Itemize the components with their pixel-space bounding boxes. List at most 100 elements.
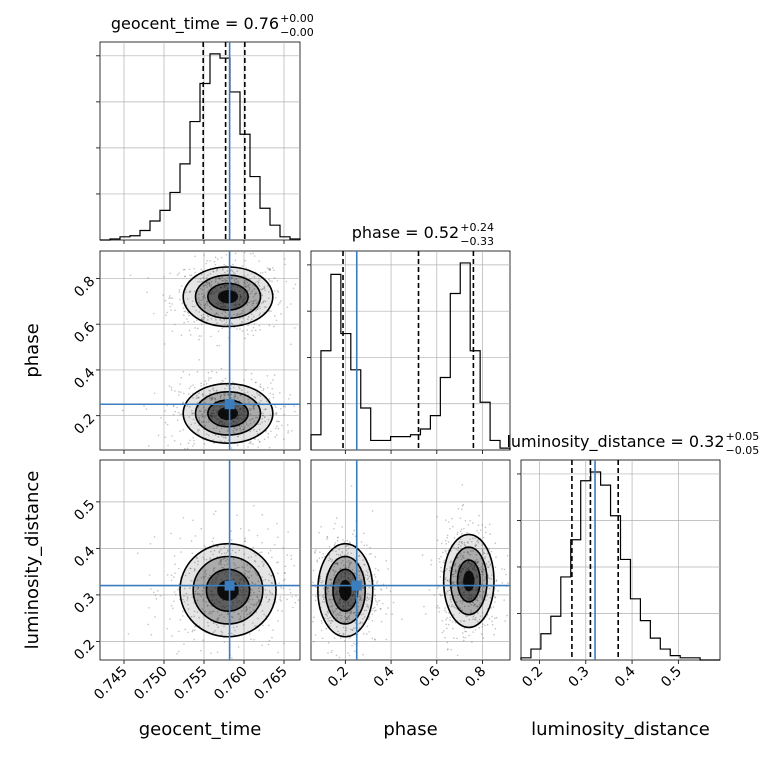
sample-point <box>238 399 241 402</box>
sample-point <box>234 281 236 284</box>
sample-point <box>214 587 217 589</box>
sample-point <box>249 308 252 311</box>
pair-panel-geocent_time-phase <box>99 250 301 451</box>
sample-point <box>367 606 370 609</box>
sample-point <box>445 611 448 614</box>
sample-point <box>497 590 499 592</box>
sample-point <box>121 409 124 412</box>
sample-point <box>166 574 169 576</box>
sample-point <box>218 551 220 554</box>
sample-point <box>166 423 169 426</box>
sample-point <box>315 549 317 551</box>
sample-point <box>216 289 218 292</box>
sample-point <box>209 292 211 295</box>
injection-marker <box>351 580 362 591</box>
sample-point <box>257 600 260 603</box>
sample-point <box>461 632 464 634</box>
sample-point <box>339 598 341 601</box>
sample-point <box>368 553 371 556</box>
sample-point <box>238 408 241 411</box>
sample-point <box>247 316 250 318</box>
sample-point <box>247 333 249 336</box>
sample-point <box>223 616 225 618</box>
sample-point <box>148 606 150 609</box>
sample-point <box>157 434 160 437</box>
sample-point <box>282 405 285 408</box>
sample-point <box>212 427 215 430</box>
sample-point <box>318 557 321 559</box>
sample-point <box>187 631 189 634</box>
sample-point <box>205 411 208 414</box>
density-contour <box>339 579 352 601</box>
sample-point <box>480 501 483 503</box>
sample-point <box>367 605 369 607</box>
sample-point <box>234 417 237 420</box>
sample-point <box>212 409 215 411</box>
sample-point <box>442 551 444 554</box>
sample-point <box>225 284 228 287</box>
sample-point <box>210 415 213 418</box>
sample-point <box>284 572 286 574</box>
sample-point <box>280 586 282 589</box>
sample-point <box>256 596 259 599</box>
sample-point <box>342 605 344 607</box>
sample-point <box>191 596 193 598</box>
sample-point <box>288 397 290 400</box>
sample-point <box>253 421 256 423</box>
sample-point <box>232 626 235 629</box>
sample-point <box>244 259 247 262</box>
sample-point <box>200 268 203 271</box>
sample-point <box>205 382 208 385</box>
sample-point <box>231 270 234 273</box>
sample-point <box>258 401 261 404</box>
sample-point <box>312 569 315 572</box>
sample-point <box>273 277 276 279</box>
sample-point <box>273 269 275 271</box>
sample-point <box>222 393 225 396</box>
sample-point <box>216 618 218 620</box>
sample-point <box>216 545 219 548</box>
sample-point <box>217 618 219 620</box>
sample-point <box>282 587 285 590</box>
sample-point <box>257 565 260 568</box>
sample-point <box>208 282 211 284</box>
sample-point <box>252 326 255 329</box>
sample-point <box>339 611 341 614</box>
sample-point <box>504 620 507 622</box>
sample-point <box>456 637 458 640</box>
sample-point <box>273 325 275 328</box>
sample-point <box>226 605 229 607</box>
sample-point <box>336 536 339 539</box>
title-main: geocent_time = 0.76 <box>111 14 279 34</box>
sample-point <box>221 631 224 634</box>
sample-point <box>293 564 295 567</box>
sample-point <box>452 627 454 630</box>
sample-point <box>486 623 489 626</box>
sample-point <box>216 305 219 308</box>
sample-point <box>182 429 185 431</box>
sample-point <box>368 630 370 633</box>
sample-point <box>347 577 349 579</box>
sample-point <box>183 643 185 645</box>
y-tick-label: 0.2 <box>71 411 98 438</box>
sample-point <box>359 596 362 599</box>
sample-point <box>194 386 196 389</box>
sample-point <box>443 559 446 562</box>
sample-point <box>190 616 193 618</box>
sample-point <box>212 595 214 597</box>
sample-point <box>184 268 186 271</box>
sample-point <box>253 591 255 594</box>
sample-point <box>234 278 236 281</box>
sample-point <box>198 311 201 313</box>
sample-point <box>205 433 208 436</box>
injection-marker <box>224 580 235 591</box>
sample-point <box>283 642 285 645</box>
sample-point <box>369 596 371 599</box>
sample-point <box>289 591 292 594</box>
sample-point <box>268 599 271 601</box>
sample-point <box>249 253 252 255</box>
sample-point <box>445 552 448 555</box>
sample-point <box>237 435 239 438</box>
sample-point <box>232 381 234 383</box>
sample-point <box>239 408 242 410</box>
